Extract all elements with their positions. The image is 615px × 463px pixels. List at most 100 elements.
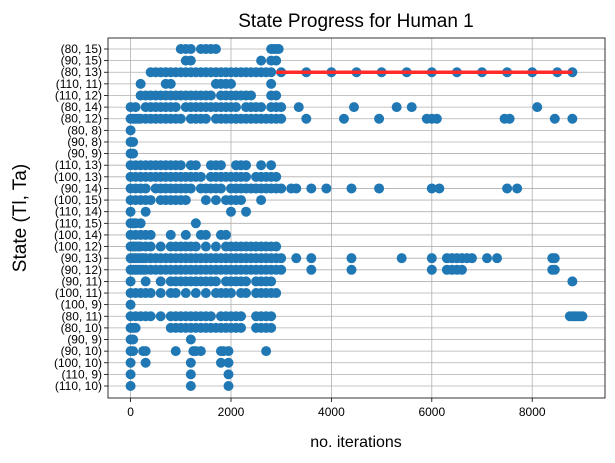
scatter-point [348,102,359,113]
y-tick-label: (80, 13) [61,65,102,79]
y-tick-label: (90, 12) [61,263,102,277]
scatter-point [155,288,166,299]
scatter-point [200,241,211,252]
scatter-point [426,183,437,194]
scatter-point [577,311,588,322]
x-tick-label: 8000 [519,405,546,419]
scatter-point [306,183,317,194]
scatter-point [346,183,357,194]
scatter-point [220,229,231,240]
scatter-point [155,311,166,322]
x-tick-label: 6000 [418,405,445,419]
scatter-point [140,357,151,368]
scatter-point [190,218,201,229]
scatter-point [130,322,141,333]
scatter-point [549,253,560,264]
y-tick-label: (90, 13) [61,251,102,265]
scatter-point [225,288,236,299]
scatter-point [190,160,201,171]
scatter-point [306,264,317,275]
y-tick-label: (100, 14) [54,228,102,242]
scatter-point [128,346,139,357]
scatter-point [406,102,417,113]
scatter-markers [125,44,588,391]
y-tick-label: (80, 14) [61,100,102,114]
scatter-point [140,206,151,217]
y-tick-label: (110, 12) [55,88,102,102]
scatter-point [261,346,272,357]
scatter-point [125,357,136,368]
scatter-point [276,253,287,264]
scatter-point [482,253,493,264]
y-tick-label: (80, 10) [61,321,102,335]
scatter-point [456,264,467,275]
scatter-point [431,113,442,124]
scatter-point [215,160,226,171]
scatter-point [246,90,257,101]
x-tick-label: 2000 [218,405,245,419]
scatter-point [155,276,166,287]
scatter-point [135,78,146,89]
scatter-point [170,102,181,113]
scatter-point [190,241,201,252]
scatter-point [276,264,287,275]
scatter-point [175,113,186,124]
scatter-point [241,288,252,299]
y-tick-label: (90, 8) [67,135,102,149]
y-tick-label: (90, 10) [61,344,102,358]
scatter-point [195,346,206,357]
scatter-point [140,346,151,357]
scatter-point [374,183,385,194]
y-tick-label: (110, 15) [55,216,102,230]
y-tick-label: (100, 15) [54,193,102,207]
y-ticks: (110, 10)(110, 9)(100, 10)(90, 10)(90, 9… [54,42,108,393]
scatter-point [165,229,176,240]
scatter-point [210,44,221,54]
scatter-point [175,160,186,171]
scatter-point [125,206,136,217]
scatter-point [549,113,560,124]
scatter-point [504,113,515,124]
y-tick-label: (110, 13) [55,158,102,172]
y-tick-label: (90, 11) [62,274,102,288]
scatter-point [271,241,282,252]
y-tick-label: (90, 14) [61,181,102,195]
scatter-point [271,171,282,182]
scatter-point [185,369,196,380]
y-tick-label: (100, 10) [54,356,102,370]
scatter-point [236,322,247,333]
scatter-point [205,90,216,101]
scatter-point [434,183,445,194]
scatter-point [170,288,181,299]
scatter-point [165,78,176,89]
scatter-point [128,148,139,159]
scatter-point [256,160,267,171]
scatter-point [210,195,221,206]
scatter-point [128,334,139,345]
scatter-point [215,357,226,368]
x-axis-label: no. iterations [310,434,402,451]
scatter-point [241,206,252,217]
scatter-point [195,171,206,182]
scatter-point [125,381,136,391]
scatter-point [502,183,513,194]
scatter-point [256,102,267,113]
scatter-point [273,44,284,54]
scatter-point [241,171,252,182]
scatter-point [374,113,385,124]
scatter-point [567,276,578,287]
scatter-point [125,369,136,380]
scatter-point [266,67,277,78]
plot-frame [107,37,606,399]
scatter-point [223,357,234,368]
y-tick-label: (110, 9) [62,367,102,381]
scatter-point [236,311,247,322]
scatter-point [266,322,277,333]
scatter-point [391,102,402,113]
scatter-point [185,55,196,66]
scatter-point [266,160,277,171]
scatter-point [210,241,221,252]
y-tick-label: (80, 8) [67,123,102,137]
scatter-point [130,102,141,113]
y-tick-label: (80, 11) [62,309,102,323]
